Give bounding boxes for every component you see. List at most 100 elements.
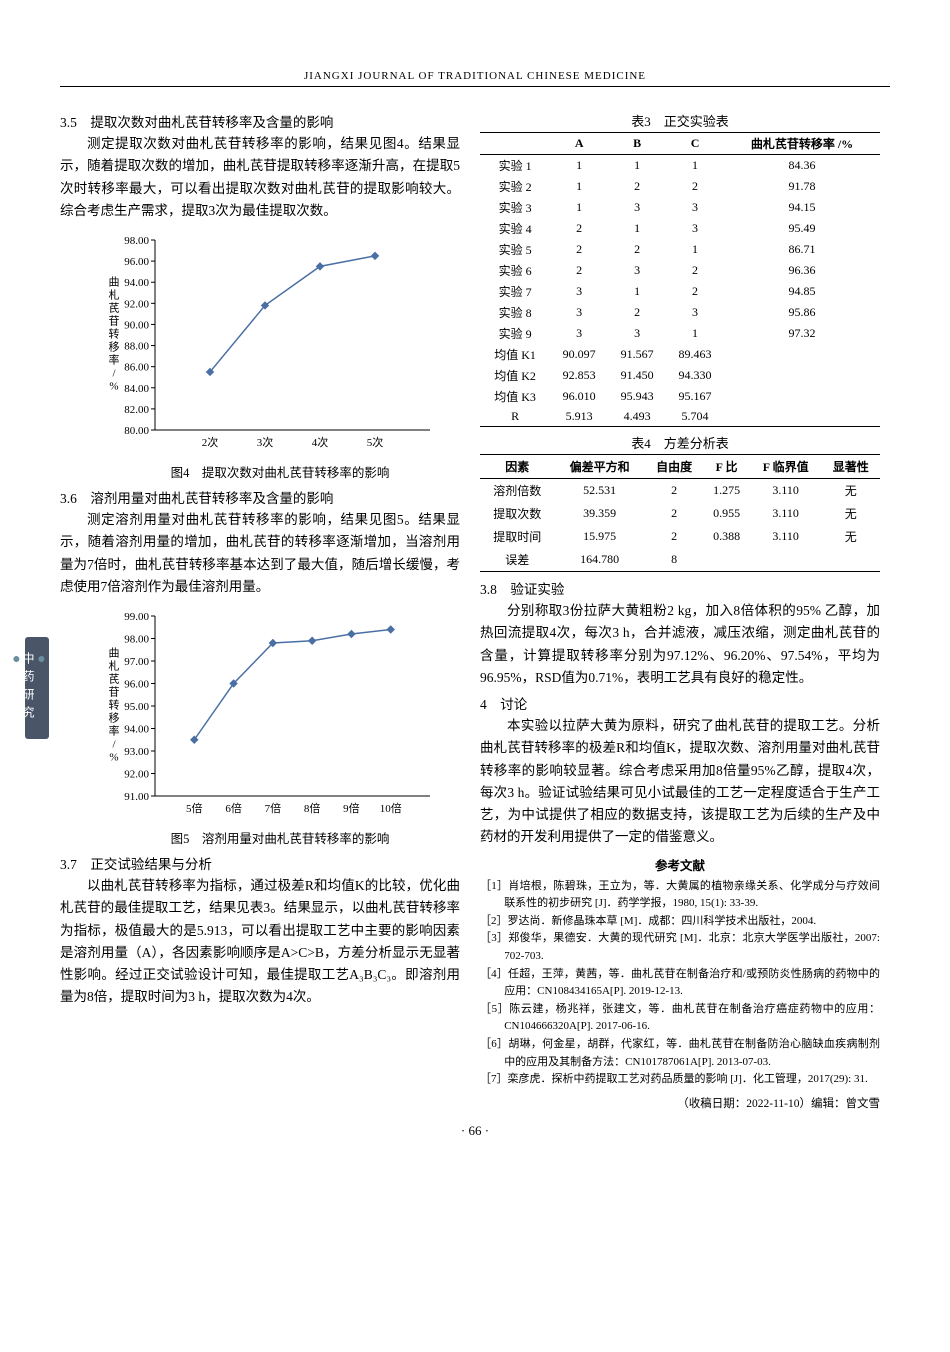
reference-item: ［3］郑俊华，果德安．大黄的现代研究 [M]．北京：北京大学医学出版社，2007… bbox=[480, 930, 880, 965]
svg-text:札: 札 bbox=[109, 289, 120, 302]
svg-text:7倍: 7倍 bbox=[265, 801, 282, 815]
table-cell: 2 bbox=[645, 502, 704, 525]
svg-text:曲: 曲 bbox=[109, 276, 120, 289]
table-cell: 3 bbox=[608, 260, 666, 281]
table-3-caption: 表3 正交实验表 bbox=[480, 111, 880, 130]
table-row: 实验 421395.49 bbox=[480, 218, 880, 239]
table-cell: 1 bbox=[550, 197, 608, 218]
table-row: 误差164.7808 bbox=[480, 548, 880, 572]
svg-text:91.00: 91.00 bbox=[124, 791, 149, 803]
table-cell: 实验 1 bbox=[480, 155, 550, 177]
table-row: 实验 522186.71 bbox=[480, 239, 880, 260]
svg-text:/: / bbox=[112, 368, 116, 380]
table-cell: 4.493 bbox=[608, 407, 666, 427]
table-row: 实验 212291.78 bbox=[480, 176, 880, 197]
table-cell: 2 bbox=[550, 260, 608, 281]
table-row: 实验 111184.36 bbox=[480, 155, 880, 177]
table-cell: 91.450 bbox=[608, 365, 666, 386]
table-header: A bbox=[550, 133, 608, 155]
table-cell: 提取时间 bbox=[480, 525, 554, 548]
table-cell: 2 bbox=[666, 260, 724, 281]
svg-text:%: % bbox=[109, 752, 118, 764]
svg-text:率: 率 bbox=[109, 724, 120, 738]
table-cell: 1.275 bbox=[703, 479, 750, 503]
table-cell: 3 bbox=[608, 323, 666, 344]
svg-text:99.00: 99.00 bbox=[124, 611, 149, 623]
table-cell bbox=[750, 548, 822, 572]
table-cell: 1 bbox=[666, 239, 724, 260]
table-cell bbox=[724, 386, 880, 407]
svg-text:5次: 5次 bbox=[367, 435, 384, 449]
section-3-5-heading: 3.5 提取次数对曲札芪苷转移率及含量的影响 bbox=[60, 111, 460, 131]
section-4-body: 本实验以拉萨大黄为原料，研究了曲札芪苷的提取工艺。分析曲札芪苷转移率的极差R和均… bbox=[480, 715, 880, 849]
table-cell: 1 bbox=[550, 155, 608, 177]
table-header: C bbox=[666, 133, 724, 155]
table-cell: 5.704 bbox=[666, 407, 724, 427]
svg-text:%: % bbox=[109, 381, 118, 393]
table-row: R5.9134.4935.704 bbox=[480, 407, 880, 427]
svg-text:6倍: 6倍 bbox=[225, 801, 242, 815]
table-row: 实验 623296.36 bbox=[480, 260, 880, 281]
table-cell: R bbox=[480, 407, 550, 427]
table-cell: 实验 2 bbox=[480, 176, 550, 197]
section-4-heading: 4 讨论 bbox=[480, 693, 880, 713]
svg-text:5倍: 5倍 bbox=[186, 801, 203, 815]
table-cell: 8 bbox=[645, 548, 704, 572]
svg-text:芪: 芪 bbox=[109, 301, 120, 315]
svg-text:95.00: 95.00 bbox=[124, 701, 149, 713]
table-cell: 3.110 bbox=[750, 502, 822, 525]
section-3-8-heading: 3.8 验证实验 bbox=[480, 578, 880, 598]
side-tab-dot: ● bbox=[37, 652, 45, 660]
table-cell: 164.780 bbox=[554, 548, 644, 572]
table-cell: 均值 K3 bbox=[480, 386, 550, 407]
table-row: 溶剂倍数52.53121.2753.110无 bbox=[480, 479, 880, 503]
table-cell: 95.49 bbox=[724, 218, 880, 239]
table-cell: 91.78 bbox=[724, 176, 880, 197]
svg-text:97.00: 97.00 bbox=[124, 656, 149, 668]
footer-info: （收稿日期：2022-11-10）编辑：曾文雪 bbox=[480, 1095, 880, 1111]
table-cell: 1 bbox=[608, 155, 666, 177]
section-3-6-heading: 3.6 溶剂用量对曲札芪苷转移率及含量的影响 bbox=[60, 487, 460, 507]
svg-text:4次: 4次 bbox=[312, 435, 329, 449]
table-cell: 无 bbox=[821, 479, 880, 503]
table-cell: 2 bbox=[608, 302, 666, 323]
table-cell: 提取次数 bbox=[480, 502, 554, 525]
table-cell: 52.531 bbox=[554, 479, 644, 503]
table-header bbox=[480, 133, 550, 155]
table-cell bbox=[724, 344, 880, 365]
svg-text:92.00: 92.00 bbox=[124, 769, 149, 781]
table-cell: 90.097 bbox=[550, 344, 608, 365]
table-cell: 2 bbox=[550, 218, 608, 239]
svg-text:96.00: 96.00 bbox=[124, 679, 149, 691]
side-tab-dot: ● bbox=[12, 652, 20, 660]
table-cell bbox=[724, 365, 880, 386]
table-cell: 0.955 bbox=[703, 502, 750, 525]
table-header: B bbox=[608, 133, 666, 155]
table-cell: 实验 3 bbox=[480, 197, 550, 218]
table-cell: 94.85 bbox=[724, 281, 880, 302]
svg-text:84.00: 84.00 bbox=[124, 383, 149, 395]
svg-text:8倍: 8倍 bbox=[304, 801, 321, 815]
svg-text:移: 移 bbox=[109, 712, 120, 725]
table-cell: 89.463 bbox=[666, 344, 724, 365]
table-cell: 84.36 bbox=[724, 155, 880, 177]
table-cell: 3 bbox=[550, 323, 608, 344]
table-cell: 3 bbox=[666, 218, 724, 239]
table-cell: 2 bbox=[608, 239, 666, 260]
table-row: 提取时间15.97520.3883.110无 bbox=[480, 525, 880, 548]
references-list: ［1］肖培根，陈碧珠，王立为，等．大黄属的植物亲缘关系、化学成分与疗效间联系性的… bbox=[480, 878, 880, 1089]
chart-4-caption: 图4 提取次数对曲札芪苷转移率的影响 bbox=[100, 462, 460, 481]
table-cell: 92.853 bbox=[550, 365, 608, 386]
table-cell: 15.975 bbox=[554, 525, 644, 548]
table-cell: 94.330 bbox=[666, 365, 724, 386]
table-cell: 3.110 bbox=[750, 479, 822, 503]
table-cell: 96.36 bbox=[724, 260, 880, 281]
chart-5: 91.0092.0093.0094.0095.0096.0097.0098.00… bbox=[100, 606, 460, 847]
table-cell: 实验 9 bbox=[480, 323, 550, 344]
table-cell: 均值 K1 bbox=[480, 344, 550, 365]
svg-text:转: 转 bbox=[109, 698, 120, 712]
table-cell: 95.943 bbox=[608, 386, 666, 407]
svg-text:82.00: 82.00 bbox=[124, 404, 149, 416]
table-cell: 2 bbox=[666, 176, 724, 197]
table-cell: 均值 K2 bbox=[480, 365, 550, 386]
